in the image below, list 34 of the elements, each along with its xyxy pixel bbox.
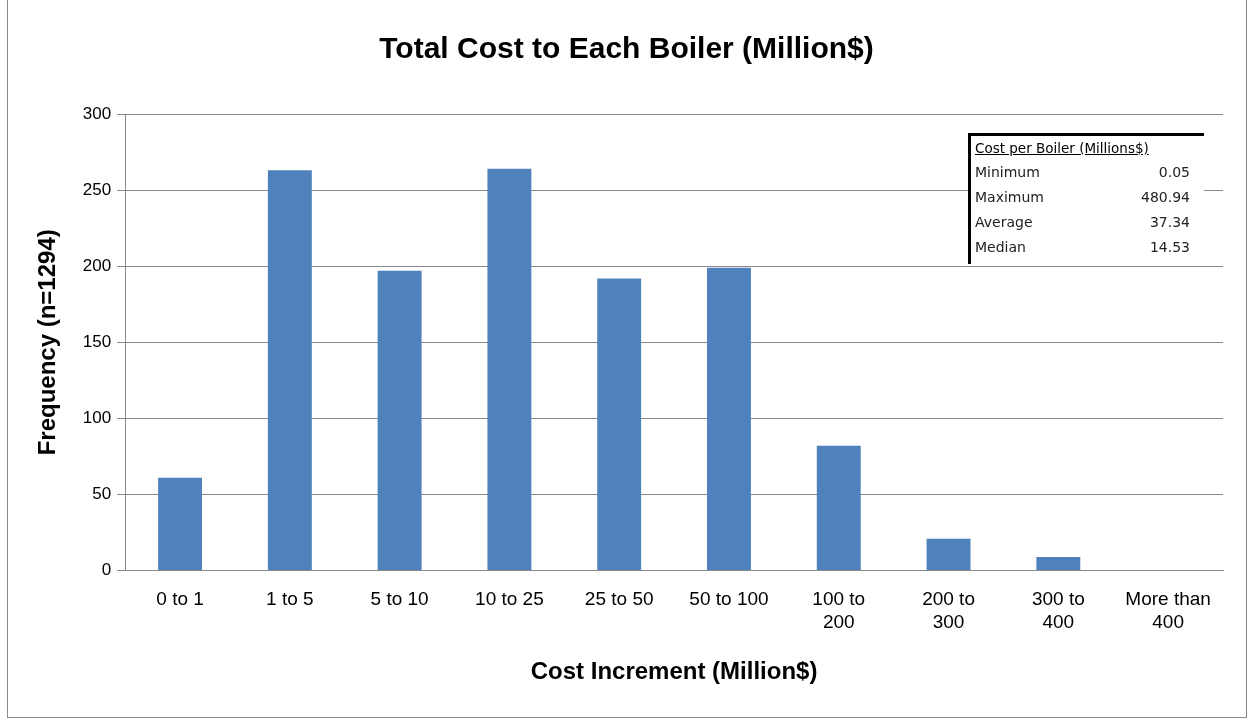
bar — [1036, 556, 1081, 571]
bar — [707, 267, 751, 571]
y-axis-title: Frequency (n=1294) — [33, 229, 61, 456]
text: Maximum 480.94 — [975, 189, 1190, 205]
text: Minimum 0.05 — [975, 164, 1190, 180]
bar — [158, 477, 203, 571]
y-tick-label: 250 — [82, 179, 112, 199]
y-tick-label: 50 — [92, 484, 112, 504]
x-tick-label: 50 to 100 — [689, 588, 769, 610]
bar — [377, 270, 422, 571]
bar — [597, 278, 642, 571]
bar — [816, 445, 861, 571]
x-axis-title: Cost Increment (Million$) — [530, 657, 818, 685]
x-tick-label: 25 to 50 — [584, 588, 654, 610]
x-tick-label: 200 to 300 — [922, 588, 975, 633]
bar — [487, 168, 532, 571]
chart-title: Total Cost to Each Boiler (Million$) — [379, 31, 874, 65]
annotation: Cost per Boiler (Millions$) — [975, 140, 1150, 156]
x-tick-label: 10 to 25 — [475, 588, 544, 610]
text: Average 37.34 — [975, 214, 1190, 230]
x-tick-label: 100 to 200 — [812, 588, 866, 633]
x-tick-label: 300 to 400 — [1031, 588, 1085, 633]
x-tick-label: More than 400 — [1125, 588, 1211, 633]
y-tick-label: 150 — [82, 331, 112, 351]
bar — [267, 170, 312, 571]
y-tick-label: 200 — [82, 255, 112, 275]
y-tick-label: 0 — [101, 560, 112, 580]
bar — [926, 538, 971, 571]
x-tick-label: 0 to 1 — [156, 588, 204, 610]
y-tick-label: 300 — [82, 103, 112, 123]
x-tick-label: 1 to 5 — [266, 588, 314, 610]
y-tick-label: 100 — [82, 408, 112, 428]
text: Median 14.53 — [975, 239, 1190, 255]
x-tick-label: 5 to 10 — [370, 588, 429, 610]
